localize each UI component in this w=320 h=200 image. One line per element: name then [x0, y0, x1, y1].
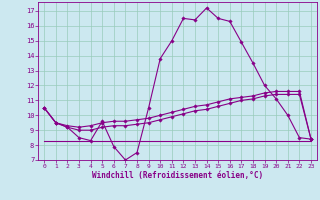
- X-axis label: Windchill (Refroidissement éolien,°C): Windchill (Refroidissement éolien,°C): [92, 171, 263, 180]
